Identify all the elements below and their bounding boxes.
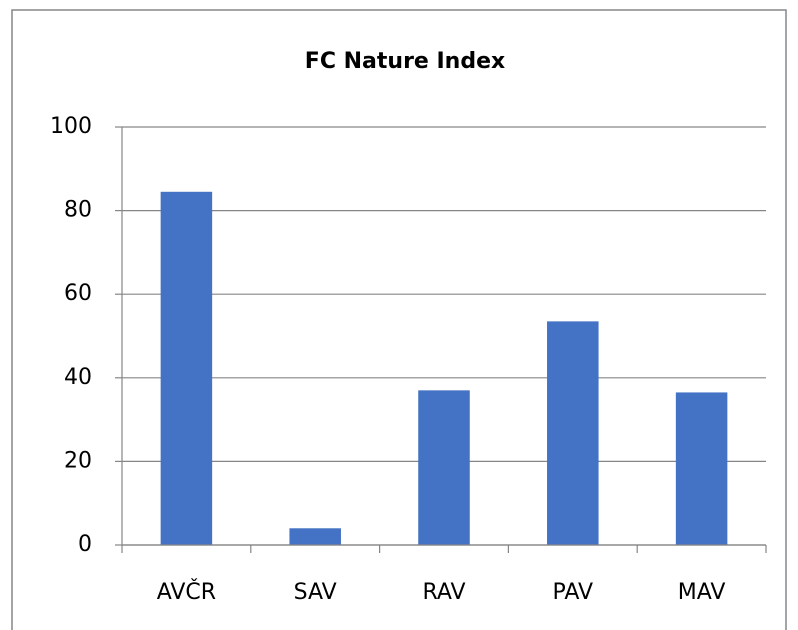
bar	[160, 191, 213, 546]
bar	[547, 321, 599, 545]
y-tick-label: 0	[78, 532, 92, 557]
y-tick-label: 80	[64, 198, 92, 223]
x-tick-label: AVČR	[157, 579, 216, 605]
bar	[675, 392, 728, 545]
x-tick-label: PAV	[553, 580, 594, 605]
chart-border	[11, 9, 787, 630]
x-tick-label: SAV	[294, 580, 337, 605]
y-tick-label: 60	[64, 281, 92, 306]
chart-title: FC Nature Index	[305, 49, 505, 74]
x-tick-label: MAV	[678, 580, 726, 605]
y-tick-label: 40	[64, 365, 92, 390]
bar	[418, 390, 470, 545]
y-tick-label: 100	[50, 114, 92, 139]
bar	[289, 528, 341, 545]
x-tick-label: RAV	[422, 580, 465, 605]
y-tick-label: 20	[64, 448, 92, 473]
